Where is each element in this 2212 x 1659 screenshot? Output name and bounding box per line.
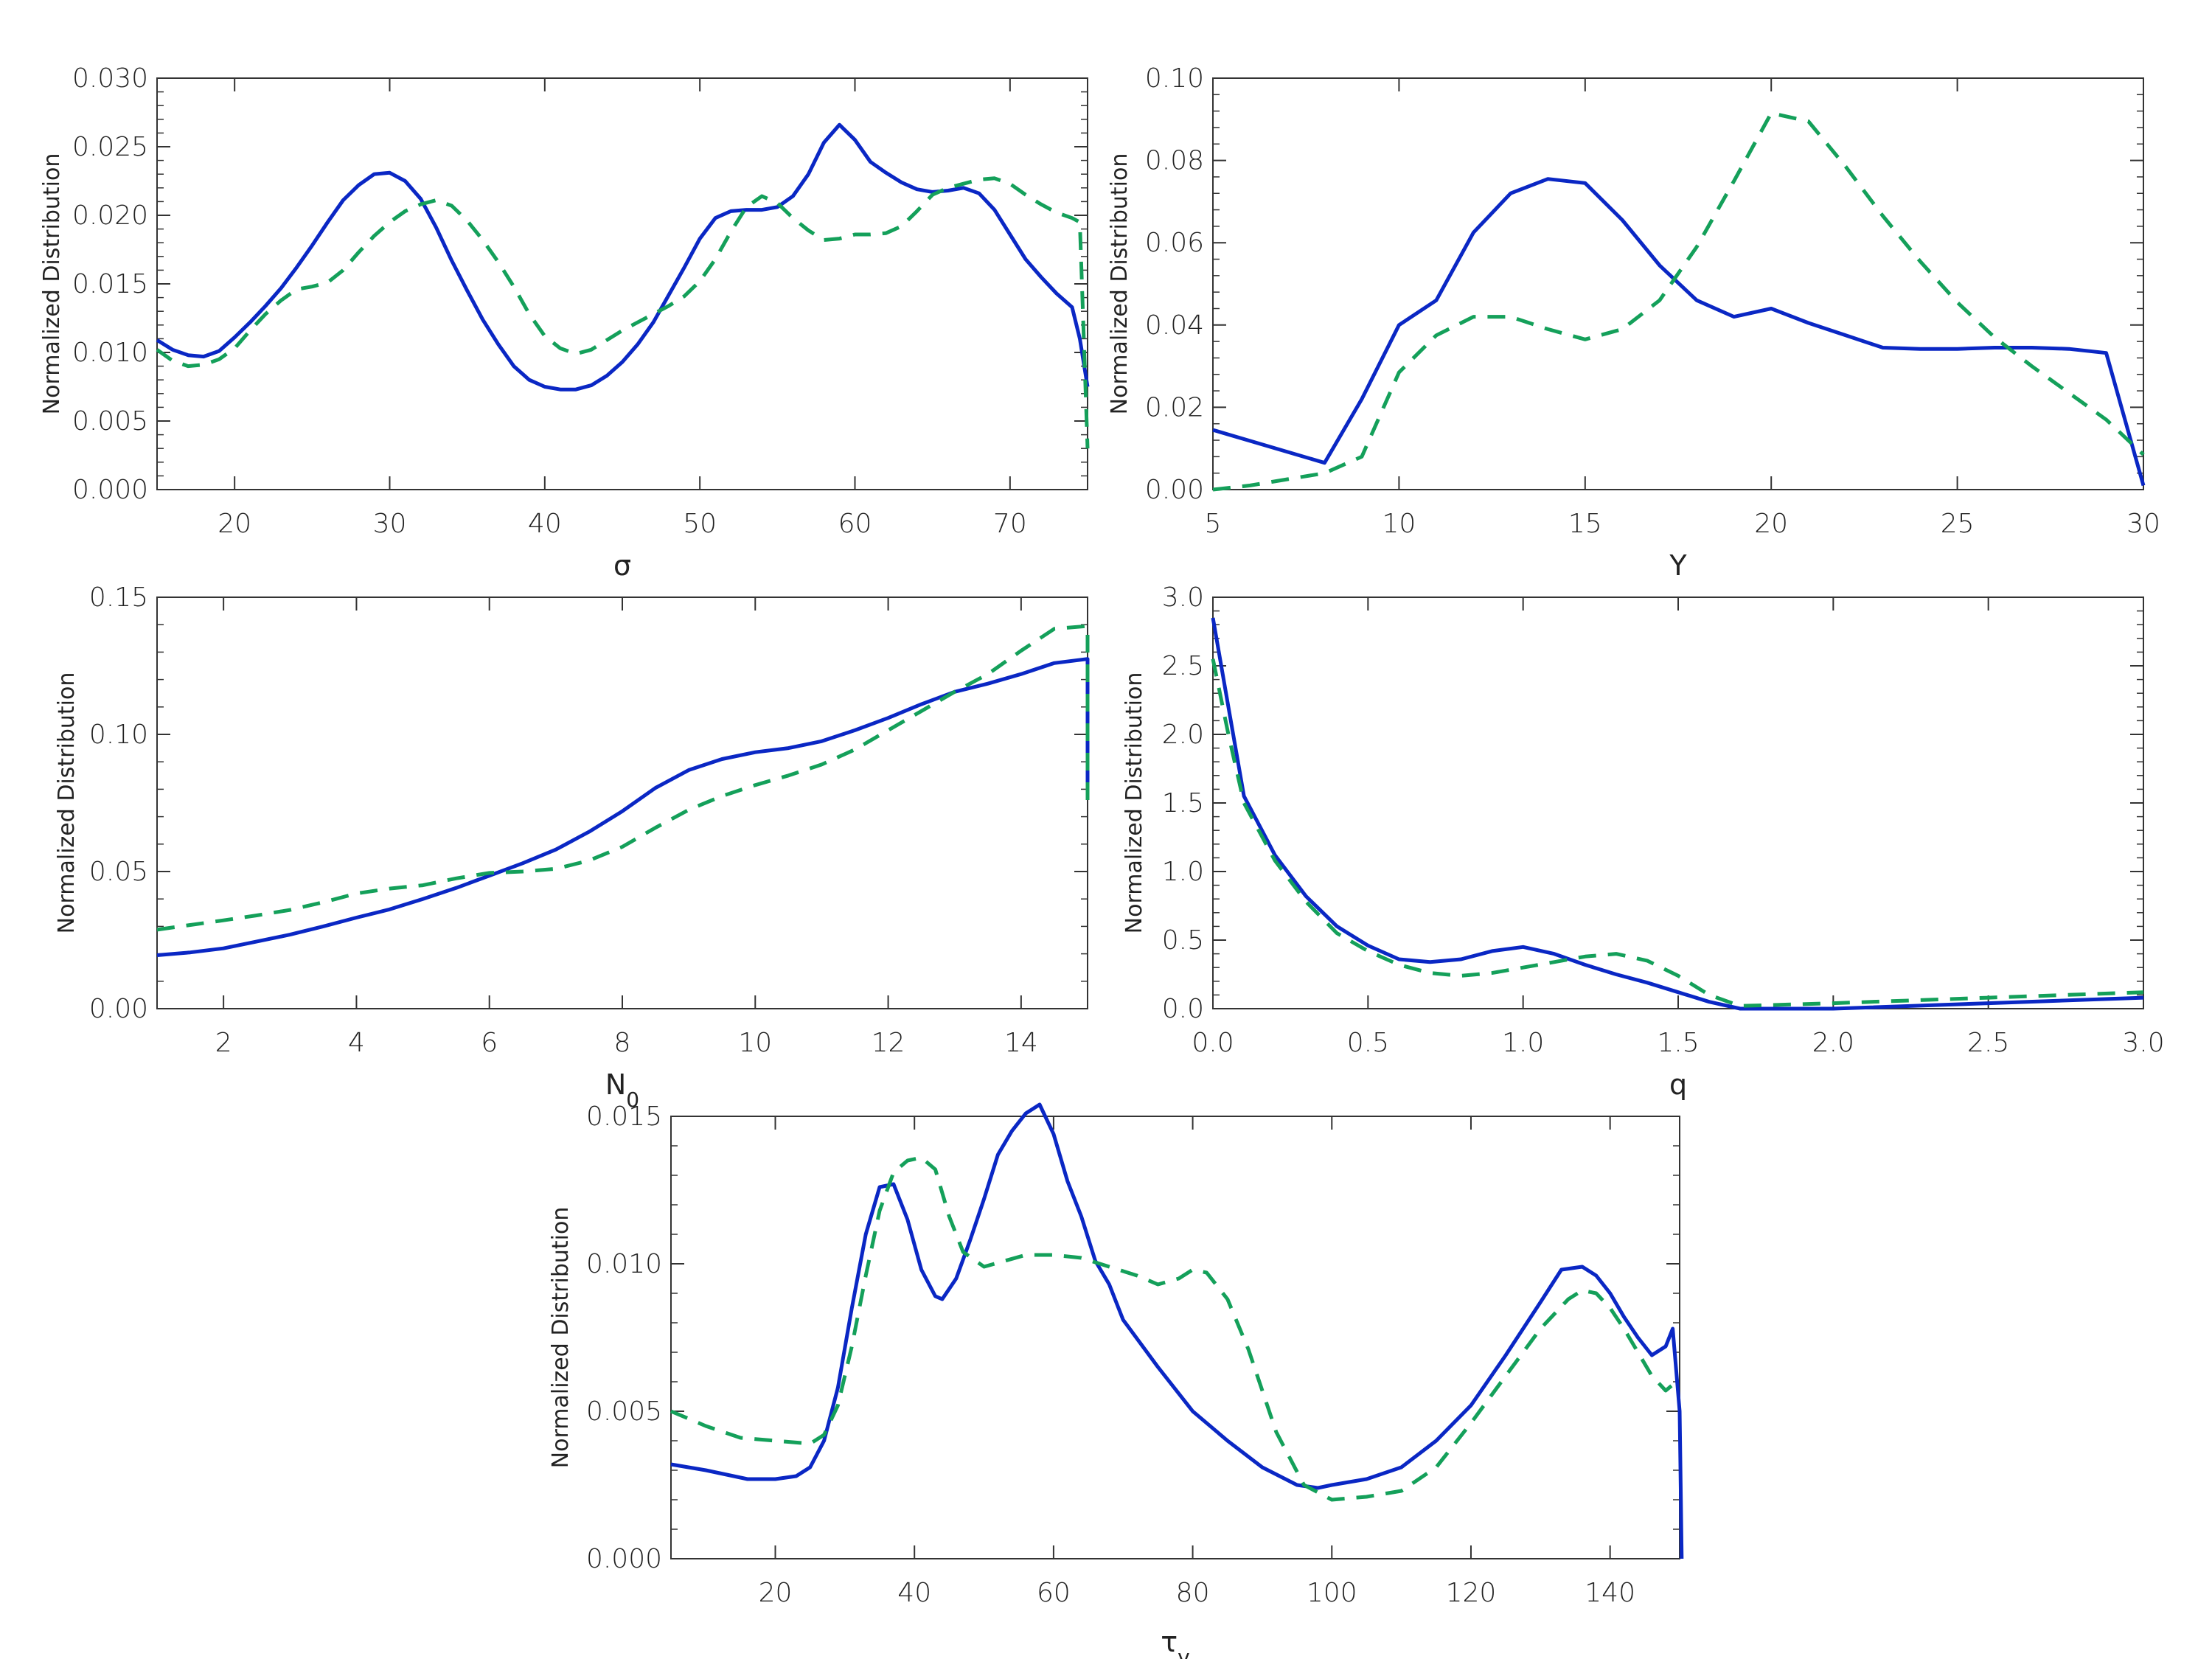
y-tick-label: 0.04 [1145,310,1204,341]
x-axis-label-subscript: 0 [626,1088,639,1112]
panel-sigma: 20 30 40 50 60 70 0.000 0.005 0.010 0.015 0.020 0.0… [39,63,1090,582]
x-tick-label: 40 [897,1578,931,1608]
x-tick-label: 8 [614,1028,631,1058]
x-tick-label: 2.5 [1967,1028,2009,1058]
y-tick-label: 0.10 [89,720,148,750]
x-tick-label: 60 [838,509,872,539]
plot-frame [156,597,1088,1009]
x-axis-label: q [1669,1068,1687,1101]
x-tick-label: 30 [2126,509,2160,539]
y-tick-label: 3.0 [1162,582,1204,613]
x-tick-label: 10 [738,1028,772,1058]
y-tick-label: 0.025 [72,132,148,162]
y-axis-label: Normalized Distribution [548,1207,574,1469]
y-tick-label: 0.010 [72,338,148,368]
y-axis-label: Normalized Distribution [39,153,65,415]
y-tick-label: 0.02 [1145,392,1204,422]
series-line-dashed [670,1155,1680,1502]
series-line-solid [156,657,1090,957]
series-line-dashed [1211,658,2144,1008]
series-line-dashed [156,624,1090,932]
y-tick-label: 0.010 [586,1249,662,1279]
x-tick-label: 10 [1382,509,1416,539]
y-tick-label: 0.0 [1162,994,1204,1024]
y-axis-label: Normalized Distribution [1107,153,1133,415]
x-tick-label: 14 [1004,1028,1038,1058]
x-tick-label: 5 [1205,509,1222,539]
y-tick-label: 2.5 [1162,651,1204,681]
series-line-dashed [156,176,1090,449]
x-tick-label: 4 [348,1028,365,1058]
x-tick-label: 0.5 [1347,1028,1389,1058]
plot-frame [1212,597,2144,1009]
x-tick-label: 40 [528,509,562,539]
panel-y: 5 10 15 20 25 30 0.00 0.02 0.04 0.06 0.08 0.10 Y Norm… [1107,63,2160,582]
x-tick-label: 0.0 [1192,1028,1234,1058]
x-tick-label: 12 [872,1028,905,1058]
y-axis-label: Normalized Distribution [54,672,80,934]
y-tick-label: 0.005 [586,1397,662,1427]
panel-tau-v: 20 40 60 80 100 120 140 0.000 0.005 0.010 0.015 τv N… [548,1102,1684,1659]
x-tick-label: 100 [1307,1578,1357,1608]
x-tick-label: 20 [759,1578,793,1608]
x-axis-label: σ [613,549,631,582]
y-tick-label: 0.015 [586,1102,662,1132]
x-tick-label: 20 [218,509,251,539]
y-tick-label: 0.05 [89,857,148,887]
x-axis-label-subscript: v [1178,1645,1190,1659]
x-tick-label: 1.0 [1502,1028,1544,1058]
plot-frame [670,1116,1680,1559]
series-line-solid [1212,177,2146,487]
series-line-solid [1211,617,2144,1011]
x-tick-label: 2 [215,1028,232,1058]
y-tick-label: 0.5 [1162,925,1204,956]
y-tick-label: 0.08 [1145,146,1204,176]
x-tick-label: 1.5 [1657,1028,1699,1058]
y-tick-label: 0.020 [72,201,148,231]
x-tick-label: 70 [993,509,1027,539]
y-tick-label: 0.10 [1145,63,1204,94]
y-tick-label: 0.00 [1145,475,1204,505]
x-tick-label: 15 [1568,509,1602,539]
x-tick-label: 140 [1585,1578,1635,1608]
x-tick-label: 120 [1446,1578,1497,1608]
series-line-solid [670,1102,1684,1559]
x-tick-label: 6 [481,1028,498,1058]
panel-q: 0.0 0.5 1.0 1.5 2.0 2.5 3.0 0.0 0.5 1.0 1.5 2.0 2.5 3… [1121,582,2165,1101]
x-tick-label: 50 [683,509,717,539]
x-tick-label: 20 [1754,509,1788,539]
plot-frame [1212,77,2144,490]
x-tick-label: 3.0 [2122,1028,2164,1058]
x-tick-label: 2.0 [1812,1028,1854,1058]
y-tick-label: 0.000 [72,475,148,505]
series-line-dashed [1212,111,2145,492]
y-tick-label: 0.015 [72,269,148,299]
y-tick-label: 0.15 [89,582,148,613]
plot-frame [156,77,1088,490]
y-tick-label: 1.0 [1162,857,1204,887]
x-tick-label: 60 [1037,1578,1071,1608]
x-axis-label: Y [1669,549,1687,582]
y-tick-label: 0.06 [1145,228,1204,258]
y-tick-label: 2.0 [1162,720,1204,750]
y-tick-label: 0.00 [89,994,148,1024]
y-axis-label: Normalized Distribution [1121,672,1147,934]
x-tick-label: 80 [1176,1578,1210,1608]
x-tick-label: 30 [373,509,407,539]
y-tick-label: 1.5 [1162,788,1204,818]
y-tick-label: 0.005 [72,406,148,437]
x-tick-label: 25 [1941,509,1975,539]
series-line-solid [156,122,1090,392]
y-tick-label: 0.030 [72,63,148,94]
y-tick-label: 0.000 [586,1544,662,1574]
x-axis-label: τv [1161,1626,1189,1659]
